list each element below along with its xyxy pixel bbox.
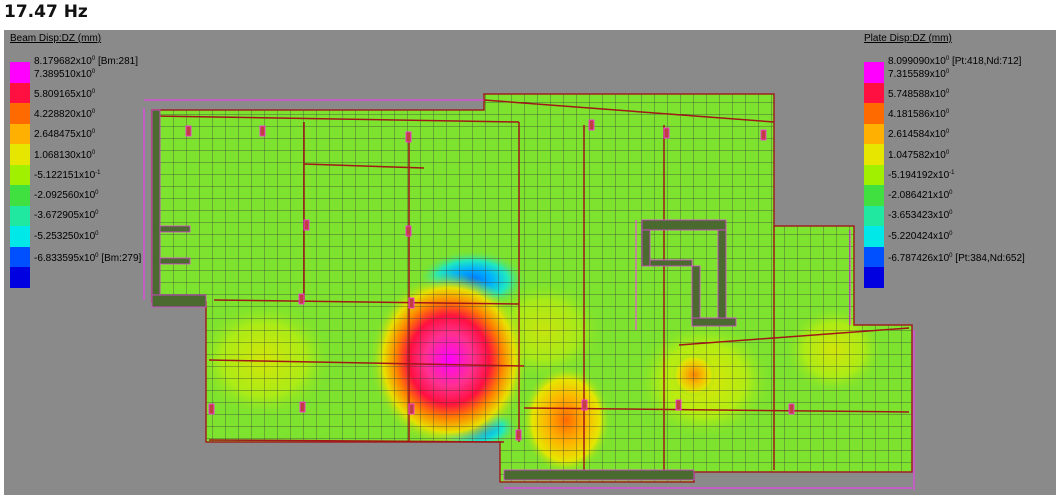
legend-swatch	[10, 123, 30, 144]
legend-swatch	[10, 82, 30, 103]
support-markers	[143, 99, 915, 490]
beam-lines	[153, 99, 910, 470]
legend-swatch	[864, 62, 884, 83]
plate-legend: Plate Disp:DZ (mm) 8.099090x100 [Pt:418,…	[862, 30, 1054, 288]
legend-swatch	[864, 246, 884, 267]
plate-legend-value: -3.653423x100	[888, 210, 953, 221]
legend-swatch	[10, 246, 30, 267]
frequency-title: 17.47 Hz	[4, 2, 88, 22]
beam-legend: Beam Disp:DZ (mm) 8.179682x100 [Bm:281] …	[8, 30, 178, 288]
legend-swatch	[10, 226, 30, 247]
legend-swatch	[10, 185, 30, 206]
legend-swatch	[10, 103, 30, 124]
plate-legend-value: 8.099090x100 [Pt:418,Nd:712]	[888, 56, 1022, 67]
plate-legend-value: 4.181586x100	[888, 109, 950, 120]
legend-swatch	[10, 164, 30, 185]
displacement-contour-plot[interactable]	[4, 30, 1056, 495]
legend-swatch	[10, 205, 30, 226]
legend-swatch	[864, 144, 884, 165]
legend-swatch	[864, 226, 884, 247]
beam-legend-value: -6.833595x100 [Bm:279]	[34, 253, 142, 264]
legend-swatch	[864, 82, 884, 103]
fem-viewport[interactable]: Beam Disp:DZ (mm) 8.179682x100 [Bm:281] …	[4, 30, 1056, 495]
plate-legend-value: -2.086421x100	[888, 190, 953, 201]
beam-legend-value: 7.389510x100	[34, 69, 96, 80]
beam-legend-value: 2.648475x100	[34, 129, 96, 140]
legend-swatch	[864, 103, 884, 124]
plate-legend-colorbar	[864, 62, 884, 288]
beam-legend-value: 8.179682x100 [Bm:281]	[34, 56, 138, 67]
beam-legend-value: -5.253250x100	[34, 231, 99, 242]
slab-boundary	[151, 93, 913, 483]
beam-legend-value: 1.068130x100	[34, 150, 96, 161]
beam-legend-colorbar	[10, 62, 30, 288]
legend-swatch	[10, 144, 30, 165]
plate-legend-title: Plate Disp:DZ (mm)	[864, 33, 952, 44]
plate-legend-value: 7.315589x100	[888, 69, 950, 80]
plate-legend-value: -6.787426x100 [Pt:384,Nd:652]	[888, 253, 1025, 264]
beam-legend-value: -2.092560x100	[34, 190, 99, 201]
legend-swatch	[10, 267, 30, 288]
beam-legend-title: Beam Disp:DZ (mm)	[10, 33, 102, 44]
beam-legend-value: -3.672905x100	[34, 210, 99, 221]
plate-legend-value: 5.748588x100	[888, 89, 950, 100]
wall-elements	[151, 109, 737, 481]
floor-slab	[152, 94, 912, 482]
beam-legend-value: 4.228820x100	[34, 109, 96, 120]
beam-legend-value: -5.122151x10-1	[34, 170, 101, 181]
legend-swatch	[864, 267, 884, 288]
plate-legend-value: -5.220424x100	[888, 231, 953, 242]
legend-swatch	[864, 164, 884, 185]
legend-swatch	[864, 205, 884, 226]
column-markers	[185, 119, 795, 441]
beam-legend-value: 5.809165x100	[34, 89, 96, 100]
legend-swatch	[864, 185, 884, 206]
plate-legend-value: 1.047582x100	[888, 150, 950, 161]
plate-legend-value: 2.614584x100	[888, 129, 950, 140]
plate-legend-value: -5.194192x10-1	[888, 170, 955, 181]
legend-swatch	[864, 123, 884, 144]
legend-swatch	[10, 62, 30, 83]
